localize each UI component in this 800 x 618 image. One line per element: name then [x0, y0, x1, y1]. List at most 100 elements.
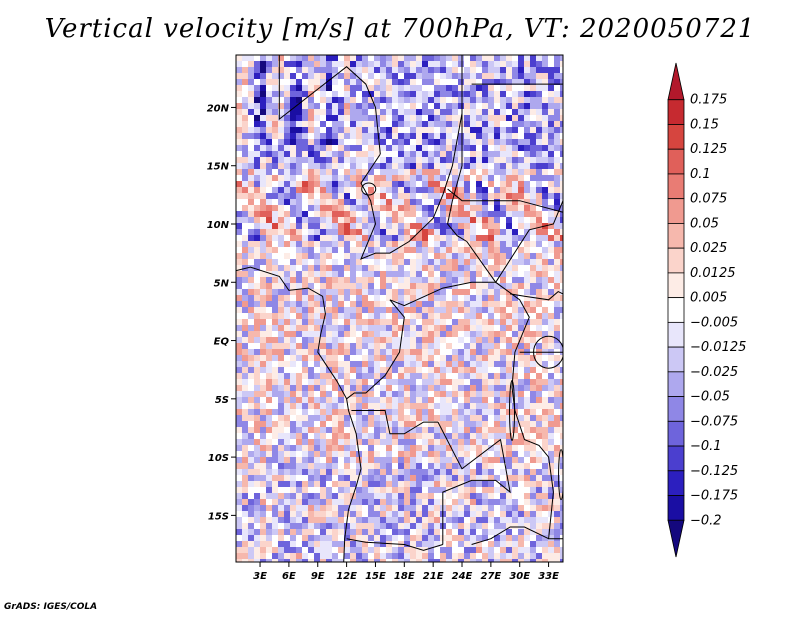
colorbar: 0.1750.150.1250.10.0750.050.0250.01250.0… — [667, 62, 746, 558]
field-cell — [458, 445, 465, 452]
field-cell — [422, 55, 429, 62]
field-cell — [548, 295, 555, 302]
field-cell — [530, 313, 537, 320]
field-cell — [476, 559, 483, 562]
field-cell — [290, 205, 297, 212]
field-cell — [254, 505, 261, 512]
field-cell — [338, 523, 345, 530]
field-cell — [404, 241, 411, 248]
field-cell — [494, 475, 501, 482]
field-cell — [296, 529, 303, 536]
field-cell — [476, 115, 483, 122]
field-cell — [518, 103, 525, 110]
field-cell — [404, 391, 411, 398]
field-cell — [380, 481, 387, 488]
field-cell — [392, 211, 399, 218]
field-cell — [560, 517, 563, 524]
field-cell — [542, 103, 549, 110]
field-cell — [404, 535, 411, 542]
field-cell — [362, 415, 369, 422]
field-cell — [536, 475, 543, 482]
field-cell — [242, 379, 249, 386]
field-cell — [344, 475, 351, 482]
field-cell — [482, 133, 489, 140]
field-cell — [434, 97, 441, 104]
field-cell — [266, 403, 273, 410]
field-cell — [560, 343, 563, 350]
field-cell — [362, 151, 369, 158]
field-cell — [434, 349, 441, 356]
field-cell — [236, 355, 243, 362]
field-cell — [560, 457, 563, 464]
field-cell — [530, 559, 537, 562]
field-cell — [386, 493, 393, 500]
field-cell — [470, 337, 477, 344]
field-cell — [512, 205, 519, 212]
field-cell — [536, 493, 543, 500]
field-cell — [236, 295, 243, 302]
field-cell — [350, 187, 357, 194]
field-cell — [428, 379, 435, 386]
field-cell — [296, 457, 303, 464]
field-cell — [524, 295, 531, 302]
field-cell — [548, 331, 555, 338]
field-cell — [332, 283, 339, 290]
field-cell — [560, 397, 563, 404]
field-cell — [314, 85, 321, 92]
field-cell — [416, 523, 423, 530]
field-cell — [470, 175, 477, 182]
field-cell — [314, 301, 321, 308]
field-cell — [440, 427, 447, 434]
field-cell — [446, 319, 453, 326]
field-cell — [344, 535, 351, 542]
field-cell — [458, 247, 465, 254]
field-cell — [476, 103, 483, 110]
field-cell — [446, 259, 453, 266]
field-cell — [320, 391, 327, 398]
field-cell — [284, 373, 291, 380]
field-cell — [452, 133, 459, 140]
field-cell — [524, 61, 531, 68]
field-cell — [452, 385, 459, 392]
field-cell — [338, 481, 345, 488]
field-cell — [332, 529, 339, 536]
field-cell — [278, 61, 285, 68]
field-cell — [476, 283, 483, 290]
field-cell — [512, 139, 519, 146]
field-cell — [254, 529, 261, 536]
field-cell — [344, 223, 351, 230]
field-cell — [416, 511, 423, 518]
field-cell — [368, 85, 375, 92]
field-cell — [308, 559, 315, 562]
field-cell — [356, 403, 363, 410]
field-cell — [272, 559, 279, 562]
field-cell — [398, 205, 405, 212]
field-cell — [506, 535, 513, 542]
field-cell — [458, 163, 465, 170]
field-cell — [296, 247, 303, 254]
field-cell — [554, 253, 561, 260]
field-cell — [338, 79, 345, 86]
field-cell — [248, 445, 255, 452]
field-cell — [242, 427, 249, 434]
field-cell — [302, 427, 309, 434]
field-cell — [302, 217, 309, 224]
field-cell — [350, 163, 357, 170]
field-cell — [296, 193, 303, 200]
field-cell — [368, 121, 375, 128]
field-cell — [434, 175, 441, 182]
field-cell — [560, 313, 563, 320]
field-cell — [254, 451, 261, 458]
field-cell — [308, 481, 315, 488]
field-cell — [476, 193, 483, 200]
field-cell — [392, 403, 399, 410]
field-cell — [308, 217, 315, 224]
field-cell — [506, 499, 513, 506]
field-cell — [326, 259, 333, 266]
field-cell — [500, 217, 507, 224]
field-cell — [320, 175, 327, 182]
field-cell — [248, 505, 255, 512]
field-cell — [242, 391, 249, 398]
field-cell — [356, 133, 363, 140]
field-cell — [308, 445, 315, 452]
